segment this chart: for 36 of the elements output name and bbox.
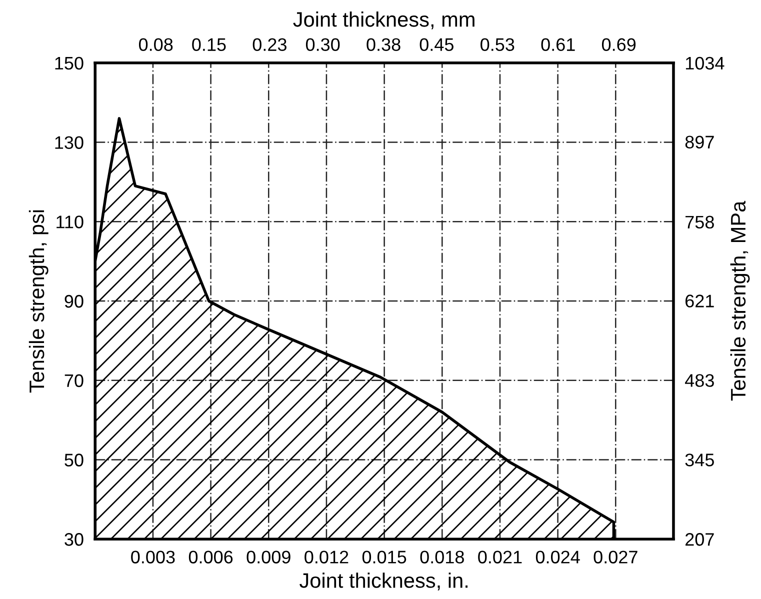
x-tick-label: 0.024 — [536, 550, 580, 564]
x2-tick-label: 0.45 — [420, 38, 454, 51]
y2-tick-label: 621 — [686, 294, 714, 308]
y-tick-label: 90 — [64, 294, 84, 308]
y2-tick-label: 758 — [686, 216, 714, 229]
x-tick-label: 0.027 — [594, 550, 638, 564]
y-tick-label: 50 — [64, 454, 84, 466]
x2-axis-title: Joint thickness, mm — [293, 12, 474, 30]
y2-tick-label: 1034 — [686, 56, 724, 70]
y2-tick-label: 897 — [685, 136, 714, 149]
x2-tick-label: 0.38 — [366, 38, 400, 51]
x-tick-label: 0.009 — [246, 550, 290, 564]
y2-tick-label: 207 — [686, 533, 714, 546]
x2-tick-label: 0.53 — [480, 38, 514, 51]
x2-tick-label: 0.23 — [252, 38, 286, 51]
x2-tick-label: 0.61 — [541, 38, 575, 51]
x-axis-title: Joint thickness, in. — [300, 572, 468, 590]
x2-tick-label: 0.15 — [192, 38, 226, 51]
x-tick-label: 0.021 — [478, 550, 522, 564]
y-tick-label: 150 — [55, 56, 84, 70]
x2-tick-label: 0.08 — [138, 38, 173, 51]
x-tick-label: 0.018 — [420, 550, 464, 564]
y-tick-label: 70 — [64, 374, 84, 388]
y2-tick-label: 345 — [685, 454, 714, 466]
x-tick-label: 0.012 — [304, 550, 348, 564]
x2-tick-label: 0.69 — [602, 38, 636, 51]
x-tick-label: 0.006 — [188, 550, 233, 564]
y-tick-label: 110 — [56, 216, 84, 228]
y-axis-title: Tensile strength, psi — [28, 210, 48, 393]
y-tick-label: 30 — [64, 533, 84, 546]
x-tick-label: 0.015 — [362, 550, 406, 564]
x-tick-label: 0.003 — [131, 550, 175, 564]
y-tick-label: 130 — [55, 136, 84, 149]
x2-tick-label: 0.30 — [306, 38, 340, 51]
y2-axis-title: Tensile strength, MPa — [730, 200, 750, 401]
y2-tick-label: 483 — [685, 374, 714, 387]
